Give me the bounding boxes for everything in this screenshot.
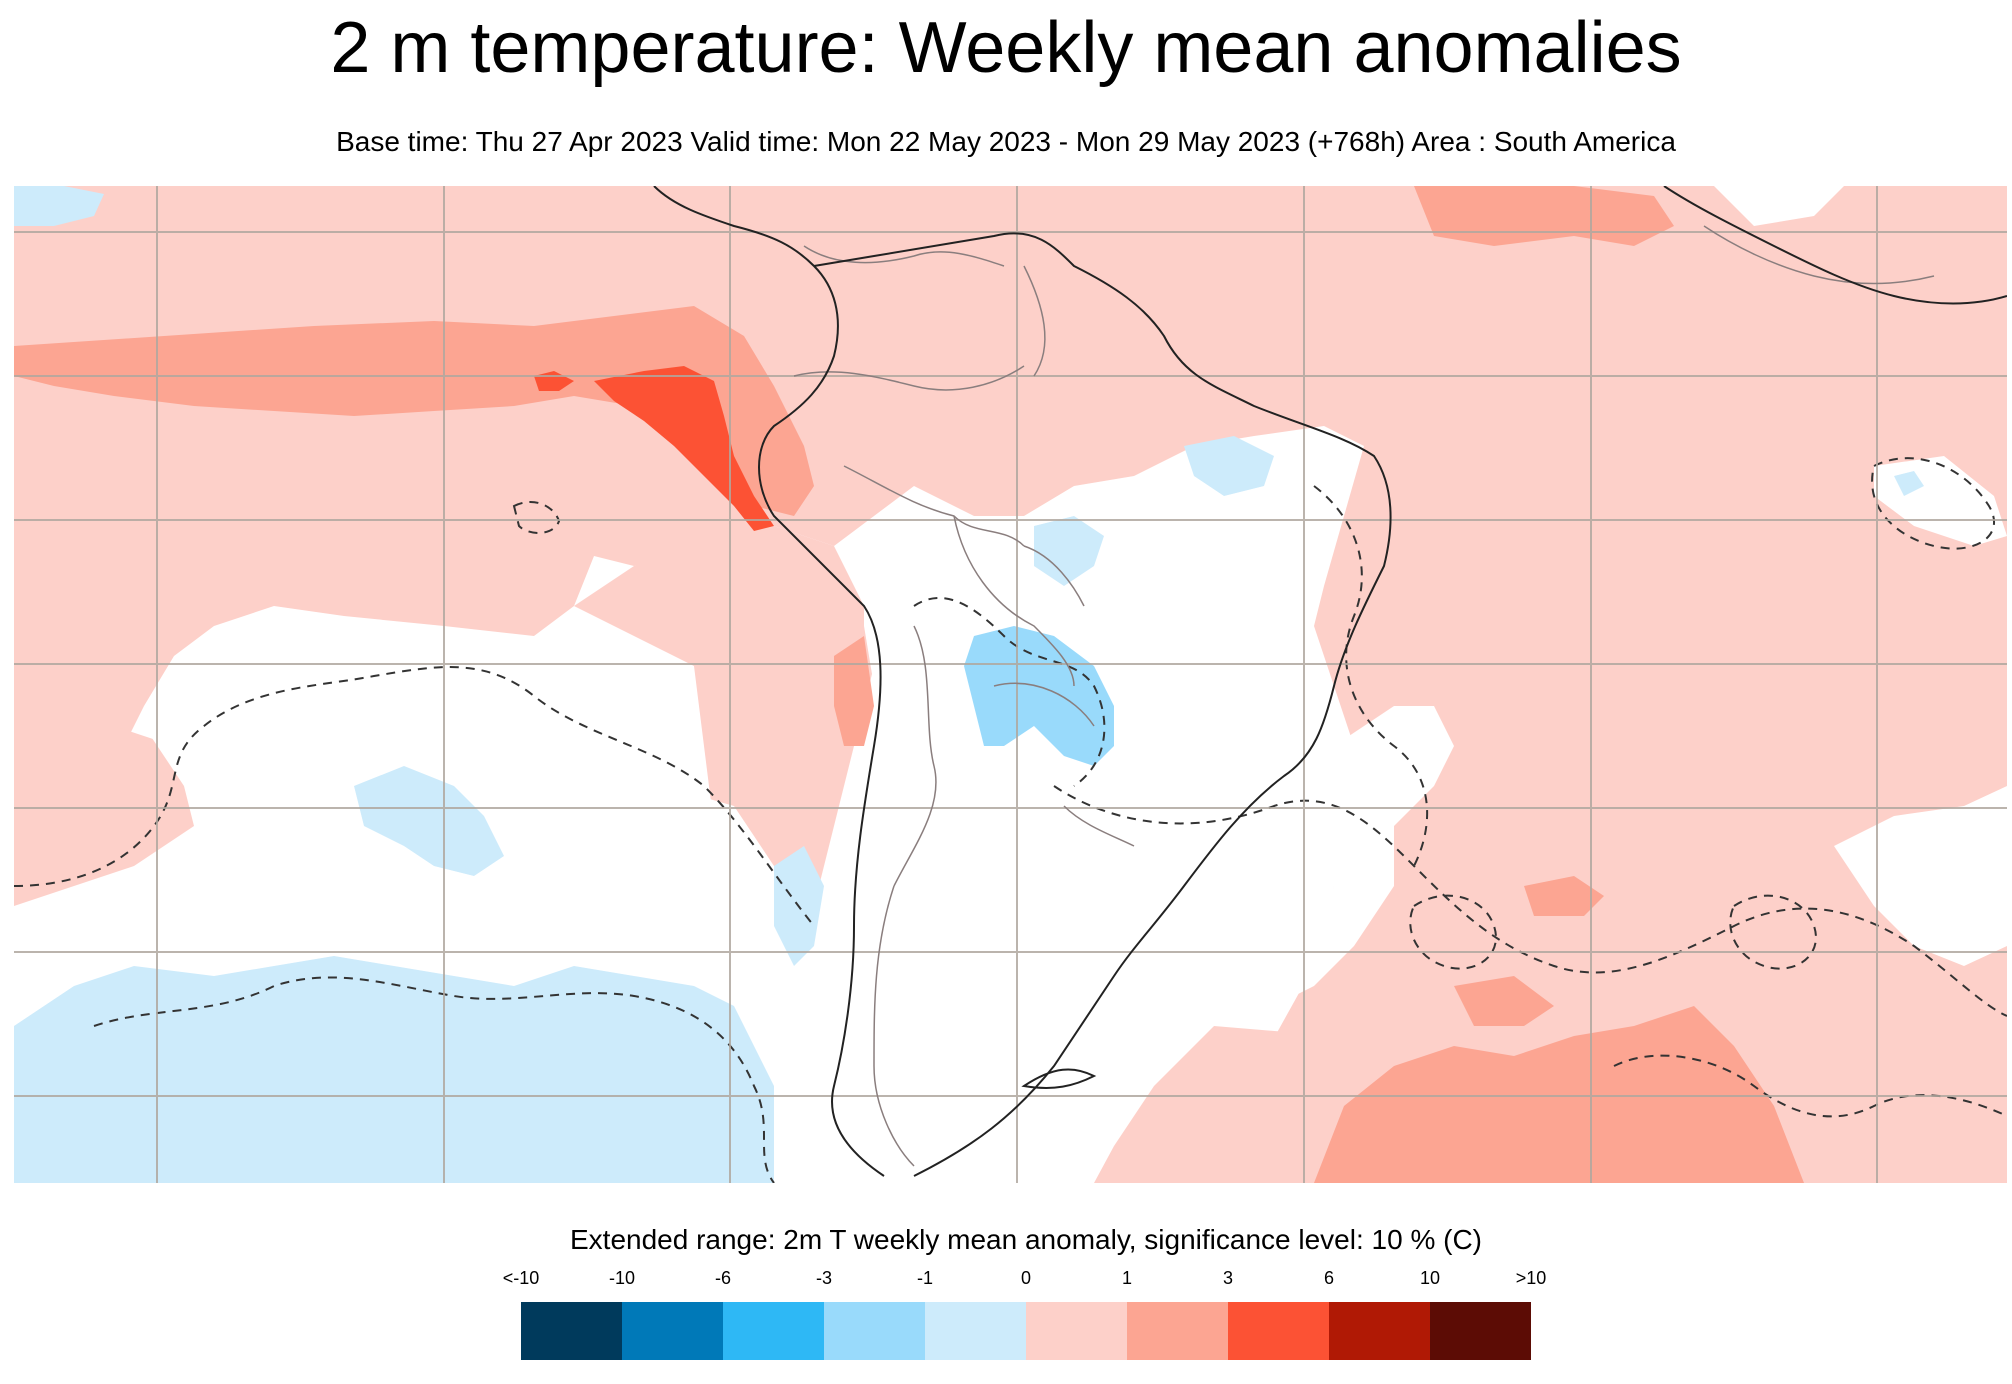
legend-label-5: 0	[1020, 1268, 1032, 1288]
warm-medium-pacific-band	[14, 306, 814, 516]
anomaly-map	[14, 186, 2007, 1183]
country-borders	[793, 225, 1935, 1167]
legend-label-8: 6	[1323, 1268, 1335, 1288]
warm-light-southwest	[14, 706, 214, 926]
warm-medium-atlantic-patch-3	[1454, 976, 1554, 1026]
chart-title: 2 m temperature: Weekly mean anomalies	[330, 8, 1682, 88]
cool-southwest-pacific	[14, 956, 774, 1183]
colorbar-segment-2	[723, 1302, 824, 1360]
neutral-africa-coast	[1714, 186, 1844, 226]
cool-northeast	[1184, 436, 1274, 496]
map-gridlines	[14, 186, 2007, 1183]
cool-pacific-patch-1	[354, 766, 504, 876]
legend-label-0: <-10	[502, 1268, 540, 1288]
colorbar-segment-7	[1228, 1302, 1329, 1360]
coastlines	[653, 186, 2007, 1177]
warm-light-west-coast	[574, 526, 874, 946]
significance-contours	[14, 457, 2007, 1183]
legend-colorbar	[521, 1302, 1531, 1360]
cool-paraguay	[964, 626, 1114, 766]
legend-label-10: >10	[1515, 1268, 1547, 1288]
colorbar-segment-0	[521, 1302, 622, 1360]
legend-label-3: -3	[815, 1268, 833, 1288]
chart-subtitle: Base time: Thu 27 Apr 2023 Valid time: M…	[336, 126, 1676, 157]
legend-labels: <-10 -10 -6 -3 -1 0 1 3 6 10 >10	[0, 1268, 2012, 1292]
legend-label-2: -6	[714, 1268, 732, 1288]
colorbar-segment-6	[1127, 1302, 1228, 1360]
warm-medium-atlantic-patch-2	[1524, 876, 1604, 916]
colorbar-segment-1	[622, 1302, 723, 1360]
legend-label-4: -1	[916, 1268, 934, 1288]
colorbar-segment-5	[1026, 1302, 1127, 1360]
cool-central	[1034, 516, 1104, 586]
colorbar-segment-9	[1430, 1302, 1531, 1360]
colorbar-segment-3	[824, 1302, 925, 1360]
warm-medium-atlantic-patch-1	[1414, 186, 1674, 246]
colorbar-segment-8	[1329, 1302, 1430, 1360]
legend-label-1: -10	[608, 1268, 636, 1288]
colorbar-segment-4	[925, 1302, 1026, 1360]
legend-label-7: 3	[1222, 1268, 1234, 1288]
warm-medium-south-atlantic	[1314, 1006, 1804, 1183]
warm-light-main	[14, 186, 2007, 1183]
legend-title: Extended range: 2m T weekly mean anomaly…	[569, 1224, 1482, 1255]
cool-east-atlantic-small	[1894, 471, 1924, 496]
legend-label-9: 10	[1419, 1268, 1441, 1288]
cool-top-left	[14, 186, 104, 226]
legend-label-6: 1	[1121, 1268, 1133, 1288]
neutral-south-atlantic	[1274, 706, 1454, 1006]
